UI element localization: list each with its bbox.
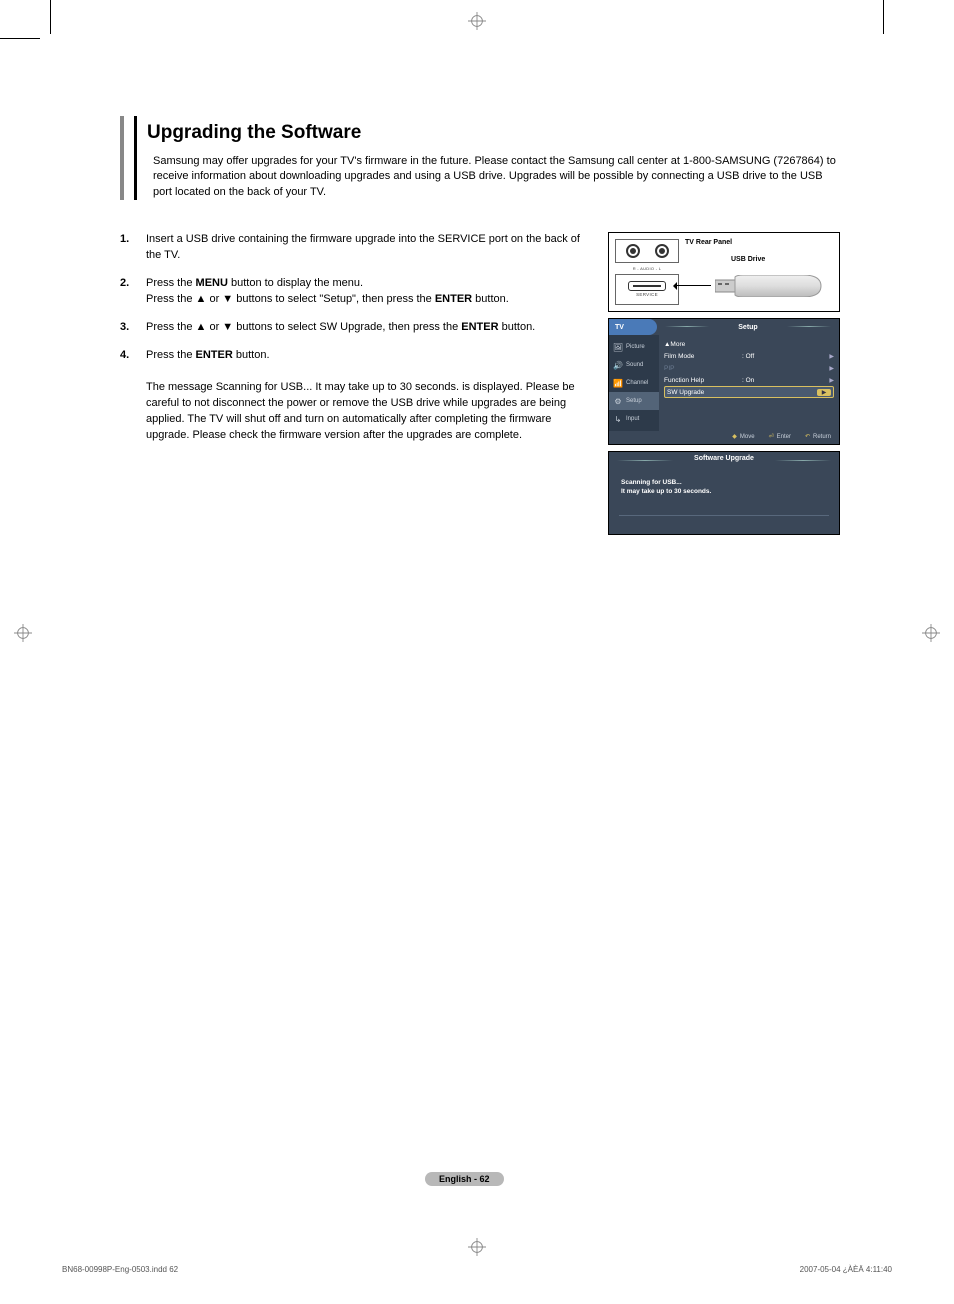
step-text: Press the MENU button to display the men… xyxy=(146,276,586,308)
service-slot-icon xyxy=(628,281,666,291)
page-content: Upgrading the Software Samsung may offer… xyxy=(120,116,840,535)
tv-row-value: : Off xyxy=(742,353,782,360)
registration-mark-icon xyxy=(922,624,940,642)
tv-row-label: SW Upgrade xyxy=(667,389,745,396)
footer-return: Return xyxy=(805,433,831,440)
tv-sidebar-icon: 🔊 xyxy=(613,360,623,370)
tv-menu-row: Function Help: On ▶ xyxy=(664,374,834,386)
tv-row-label: PIP xyxy=(664,365,742,372)
audio-label: R - AUDIO - L xyxy=(615,266,679,271)
sw-msg-line1: Scanning for USB... xyxy=(621,479,827,488)
tv-row-label: Function Help xyxy=(664,377,742,384)
chevron-right-icon: ▶ xyxy=(829,377,834,384)
insert-arrow-icon xyxy=(675,285,711,286)
tv-sidebar-label: Channel xyxy=(626,380,648,386)
steps-list: 1.Insert a USB drive containing the firm… xyxy=(120,232,586,535)
rear-panel-ports: R - AUDIO - L SERVICE xyxy=(615,239,679,305)
heading-title: Upgrading the Software xyxy=(147,116,840,150)
registration-mark-icon xyxy=(468,1238,486,1256)
instruction-step: 2.Press the MENU button to display the m… xyxy=(120,276,586,308)
tv-sidebar-label: Sound xyxy=(626,362,643,368)
footer-timestamp: 2007-05-04 ¿ÀÈÄ 4:11:40 xyxy=(800,1265,892,1274)
tv-sidebar-icon: ⚙ xyxy=(613,396,623,406)
tv-menu-footer: Move Enter Return xyxy=(609,431,839,444)
audio-jack-l-icon xyxy=(655,244,669,258)
audio-jacks xyxy=(615,239,679,263)
tv-menu-body: 🖼Picture🔊Sound📶Channel⚙Setup↳Input ▲More… xyxy=(609,335,839,431)
footer-move: Move xyxy=(732,433,754,440)
print-footer: BN68-00998P-Eng-0503.indd 62 2007-05-04 … xyxy=(62,1265,892,1274)
step-text: Press the ENTER button.The message Scann… xyxy=(146,348,586,444)
tv-sidebar-icon: 📶 xyxy=(613,378,623,388)
tv-sidebar-item: ↳Input xyxy=(609,410,659,428)
tv-menu-row: PIP ▶ xyxy=(664,362,834,374)
tv-sidebar-item: 🖼Picture xyxy=(609,338,659,356)
sw-upgrade-message: Scanning for USB... It may take up to 30… xyxy=(609,465,839,503)
tv-rear-panel-diagram: R - AUDIO - L SERVICE TV Rear Panel USB … xyxy=(608,232,840,312)
page-number-badge: English - 62 xyxy=(425,1172,504,1186)
registration-mark-icon xyxy=(14,624,32,642)
sw-msg-line2: It may take up to 30 seconds. xyxy=(621,488,827,497)
step-text: Press the ▲ or ▼ buttons to select SW Up… xyxy=(146,320,586,336)
tv-row-value: : On xyxy=(742,377,782,384)
usb-drive-label: USB Drive xyxy=(731,256,833,263)
tv-sidebar-item: ⚙Setup xyxy=(609,392,659,410)
step-number: 3. xyxy=(120,320,146,336)
tv-menu-row: SW Upgrade ▶ xyxy=(664,386,834,398)
tv-header-tv-label: TV xyxy=(609,319,657,335)
intro-paragraph: Samsung may offer upgrades for your TV's… xyxy=(153,154,840,200)
section-heading: Upgrading the Software Samsung may offer… xyxy=(120,116,840,200)
audio-jack-r-icon xyxy=(626,244,640,258)
footer-filename: BN68-00998P-Eng-0503.indd 62 xyxy=(62,1265,178,1274)
rear-panel-right: TV Rear Panel USB Drive xyxy=(685,239,833,305)
tv-menu-main: ▲MoreFilm Mode: Off▶PIP▶Function Help: O… xyxy=(659,335,839,431)
instruction-step: 3.Press the ▲ or ▼ buttons to select SW … xyxy=(120,320,586,336)
sw-upgrade-title: Software Upgrade xyxy=(609,452,839,465)
tv-sidebar-label: Picture xyxy=(626,344,645,350)
step-number: 4. xyxy=(120,348,146,444)
tv-sidebar-label: Input xyxy=(626,416,639,422)
registration-mark-icon xyxy=(468,12,486,30)
software-upgrade-dialog: Software Upgrade Scanning for USB... It … xyxy=(608,451,840,535)
rear-panel-title: TV Rear Panel xyxy=(685,239,833,246)
step-number: 2. xyxy=(120,276,146,308)
content-columns: 1.Insert a USB drive containing the firm… xyxy=(120,232,840,535)
tv-sidebar-icon: ↳ xyxy=(613,414,623,424)
crop-mark xyxy=(0,38,40,39)
service-label: SERVICE xyxy=(636,292,658,297)
tv-menu-sidebar: 🖼Picture🔊Sound📶Channel⚙Setup↳Input xyxy=(609,335,659,431)
crop-mark xyxy=(883,0,884,34)
tv-row-label: ▲More xyxy=(664,341,742,348)
tv-menu-row: ▲More xyxy=(664,338,834,350)
chevron-right-icon: ▶ xyxy=(817,389,831,396)
tv-menu-row: Film Mode: Off ▶ xyxy=(664,350,834,362)
instruction-step: 1.Insert a USB drive containing the firm… xyxy=(120,232,586,264)
tv-header-title: Setup xyxy=(657,319,839,335)
tv-menu-screenshot: TV Setup 🖼Picture🔊Sound📶Channel⚙Setup↳In… xyxy=(608,318,840,445)
usb-drive-icon xyxy=(675,271,835,301)
instruction-step: 4.Press the ENTER button.The message Sca… xyxy=(120,348,586,444)
chevron-right-icon: ▶ xyxy=(829,365,834,372)
tv-sidebar-icon: 🖼 xyxy=(613,342,623,352)
footer-enter: Enter xyxy=(769,433,791,440)
tv-sidebar-item: 🔊Sound xyxy=(609,356,659,374)
tv-row-label: Film Mode xyxy=(664,353,742,360)
graphics-column: R - AUDIO - L SERVICE TV Rear Panel USB … xyxy=(608,232,840,535)
tv-sidebar-label: Setup xyxy=(626,398,642,404)
tv-menu-header: TV Setup xyxy=(609,319,839,335)
tv-sidebar-item: 📶Channel xyxy=(609,374,659,392)
crop-mark xyxy=(50,0,51,34)
step-text: Insert a USB drive containing the firmwa… xyxy=(146,232,586,264)
step-number: 1. xyxy=(120,232,146,264)
chevron-right-icon: ▶ xyxy=(829,353,834,360)
divider xyxy=(619,515,829,516)
